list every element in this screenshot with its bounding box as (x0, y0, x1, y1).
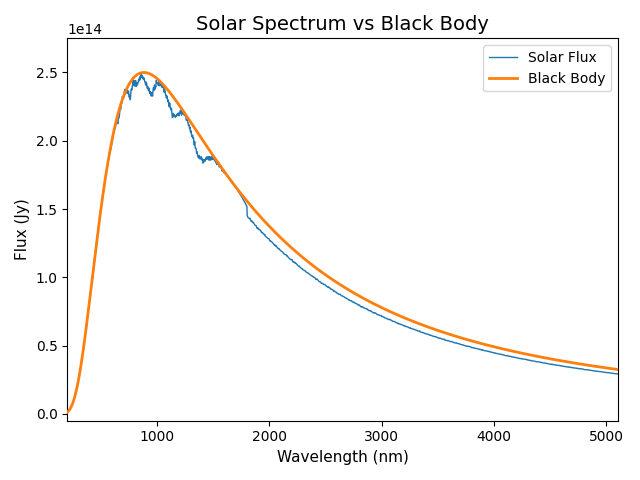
Solar Flux (63, 409, 71, 415)
Solar Flux (422, 331, 429, 336)
Solar Flux (474, 346, 482, 352)
Black Body (474, 340, 482, 346)
Title: Solar Spectrum vs Black Body: Solar Spectrum vs Black Body (196, 15, 489, 34)
X-axis label: Wavelength (nm): Wavelength (nm) (276, 450, 408, 465)
Black Body (274, 232, 282, 238)
Line: Solar Flux: Solar Flux (67, 74, 618, 412)
Black Body (63, 409, 71, 415)
Black Body (516, 350, 524, 356)
Solar Flux (163, 96, 171, 101)
Solar Flux (138, 72, 145, 77)
Black Body (422, 323, 429, 329)
Black Body (163, 86, 171, 92)
Black Body (394, 312, 401, 318)
Solar Flux (516, 356, 524, 361)
Solar Flux (394, 320, 401, 326)
Legend: Solar Flux, Black Body: Solar Flux, Black Body (483, 45, 611, 91)
Black Body (140, 70, 148, 75)
Line: Black Body: Black Body (67, 72, 618, 412)
Y-axis label: Flux (Jy): Flux (Jy) (15, 199, 30, 261)
Solar Flux (274, 245, 282, 251)
Black Body (614, 367, 621, 372)
Solar Flux (614, 371, 621, 377)
